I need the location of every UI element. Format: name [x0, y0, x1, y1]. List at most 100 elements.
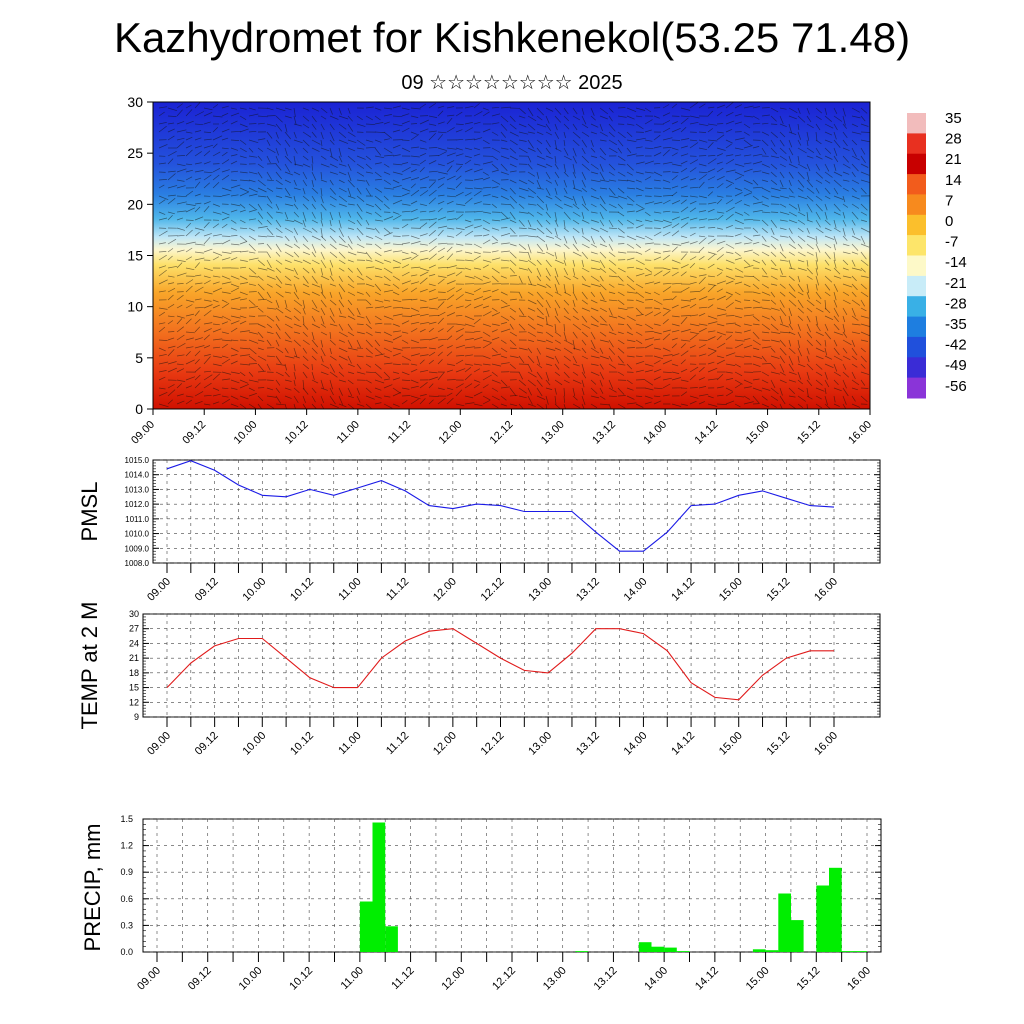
wind-barb [563, 195, 574, 201]
y-tick-label: 1010.0 [125, 530, 150, 539]
wind-barb [491, 227, 500, 231]
wind-barb [635, 299, 644, 304]
x-tick-label: 09.00 [145, 576, 173, 604]
wind-barb [617, 251, 627, 254]
wind-barb [797, 403, 804, 408]
wind-barb [851, 187, 857, 193]
wind-barb [284, 259, 292, 263]
wind-barb [212, 315, 223, 319]
wind-barb [311, 283, 321, 288]
wind-barb [527, 163, 533, 170]
wind-barb [401, 339, 409, 344]
wind-barb [752, 227, 759, 233]
wind-barb [248, 379, 259, 383]
wind-barb [194, 111, 204, 117]
wind-barb [653, 347, 661, 350]
wind-barb [365, 291, 371, 297]
wind-barb [689, 400, 697, 405]
wind-barb [653, 146, 662, 149]
x-tick-label: 14.00 [622, 576, 650, 604]
wind-barb [509, 227, 516, 234]
wind-barb [590, 379, 597, 385]
wind-barb [284, 363, 288, 371]
wind-barb [473, 153, 481, 157]
wind-barb [365, 106, 374, 109]
wind-barb [599, 315, 607, 323]
wind-barb [671, 304, 679, 309]
wind-barb [716, 359, 726, 365]
wind-barb [356, 371, 366, 375]
wind-barb [743, 145, 753, 149]
wind-barb [815, 371, 823, 376]
wind-barb [257, 147, 264, 152]
wind-barb [482, 295, 492, 301]
wind-barb [338, 243, 349, 248]
wind-barb [455, 191, 464, 197]
wind-barb [770, 323, 779, 331]
wind-barb [167, 367, 178, 373]
wind-barb [635, 137, 646, 141]
chart-subtitle: 09 ☆☆☆☆☆☆☆☆ 2025 [401, 72, 623, 94]
wind-barb [581, 131, 590, 137]
wind-barb [509, 387, 517, 397]
wind-barb [437, 278, 445, 285]
wind-barb [698, 235, 706, 238]
wind-barb [653, 307, 661, 310]
wind-barb [392, 179, 400, 184]
wind-barb [302, 355, 309, 361]
wind-barb [446, 379, 456, 381]
wind-barb [536, 115, 543, 121]
x-tick-label: 12.12 [479, 576, 507, 604]
wind-barb [437, 359, 443, 365]
wind-barb [266, 363, 271, 371]
wind-barb [419, 313, 429, 317]
wind-barb [761, 114, 770, 117]
wind-barb [617, 219, 624, 226]
wind-barb [293, 163, 304, 167]
wind-barb [788, 155, 792, 164]
wind-barb [464, 122, 473, 125]
wind-barb [500, 299, 508, 305]
wind-barb [464, 383, 473, 389]
wind-barb [329, 403, 339, 409]
wind-barb [167, 194, 176, 197]
wind-barb [860, 307, 867, 312]
wind-barb [428, 327, 435, 333]
wind-barb [374, 139, 382, 143]
wind-barb [536, 211, 543, 216]
wind-barb [383, 305, 392, 309]
wind-barb [581, 331, 588, 338]
wind-barb [374, 267, 382, 270]
wind-barb [608, 315, 618, 319]
wind-barb [716, 373, 724, 381]
wind-barb [329, 139, 335, 145]
wind-barb [203, 370, 212, 373]
wind-barb [365, 211, 373, 215]
wind-barb [770, 243, 777, 250]
wind-barb [689, 115, 700, 119]
wind-barb [500, 315, 510, 321]
wind-barb [464, 275, 475, 279]
wind-barb [743, 105, 754, 109]
wind-barb [239, 315, 247, 319]
wind-barb [347, 163, 352, 171]
wind-barb [797, 363, 806, 368]
wind-barb [473, 296, 484, 301]
wind-barb [158, 211, 166, 215]
wind-barb [500, 403, 508, 407]
colorbar-swatch [907, 235, 926, 256]
wind-barb [734, 233, 742, 237]
wind-barb [572, 291, 578, 301]
wind-barb [455, 355, 465, 357]
wind-barb [725, 206, 735, 213]
wind-barb [545, 227, 553, 234]
wind-barb [176, 400, 185, 405]
wind-barb [185, 219, 194, 221]
wind-barb [626, 187, 636, 190]
wind-barb [374, 211, 382, 218]
x-tick-label: 10.00 [232, 419, 260, 447]
wind-barb [311, 259, 320, 265]
wind-barb [302, 155, 309, 161]
wind-barb [473, 304, 483, 309]
wind-barb [860, 203, 868, 211]
